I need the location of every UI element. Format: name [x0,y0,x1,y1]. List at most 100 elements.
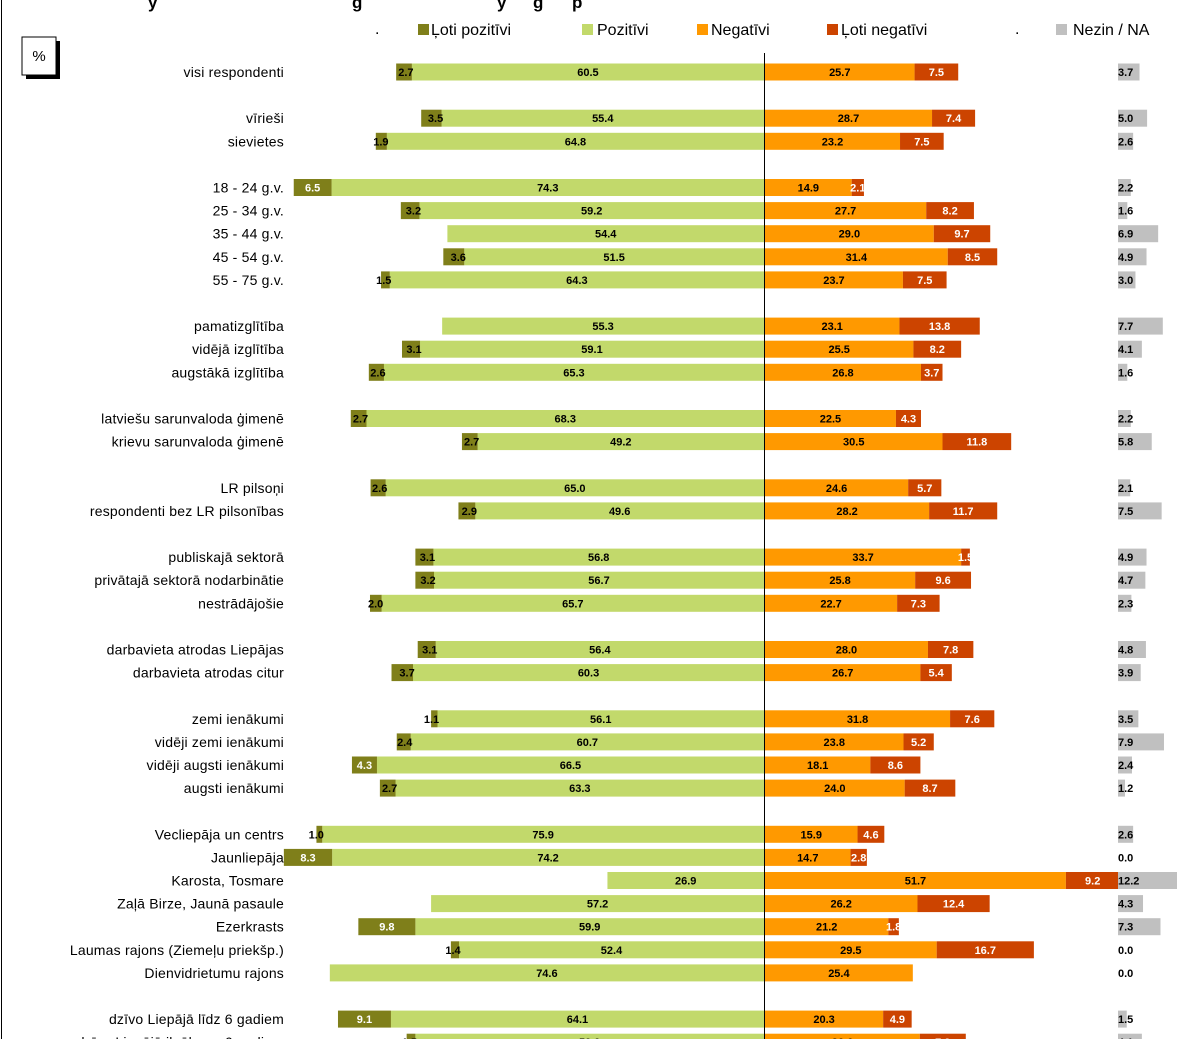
value-label-very-positive: 6.5 [305,183,320,195]
value-label-very-negative: 7.5 [914,136,929,148]
value-label-positive: 59.9 [579,1037,600,1039]
category-label: Ezerkrasts [216,919,284,935]
value-label-positive: 64.1 [567,1014,588,1026]
legend-swatch-very-negative [827,24,838,35]
value-label-very-positive: 1.5 [376,275,391,287]
bar-negative [765,1010,884,1028]
value-label-very-negative: 9.6 [935,575,950,587]
category-label: augsti ienākumi [184,780,284,796]
bar-na [1118,479,1131,497]
value-label-very-positive: 3.1 [406,344,421,356]
bar-negative [765,317,900,335]
value-label-very-negative: 7.8 [943,645,958,657]
value-label-na: 2.6 [1118,136,1133,148]
value-label-very-negative: 1.5 [958,552,973,564]
bar-na [1118,109,1148,127]
bar-positive [420,340,764,358]
value-label-negative: 25.8 [829,575,850,587]
category-label: nestrādājošie [198,595,284,611]
bar-negative [765,433,943,451]
value-label-very-positive: 9.1 [357,1014,372,1026]
title-fragment-4: g [533,0,543,12]
bar-na [1118,63,1140,81]
value-label-very-negative: 7.3 [911,598,926,610]
category-label: latviešu sarunvaloda ģimenē [101,411,284,427]
value-label-na: 2.3 [1118,598,1133,610]
bar-na [1118,132,1134,150]
value-label-na: 4.1 [1118,1037,1133,1039]
value-label-very-positive: 1.4 [445,945,461,957]
value-label-very-positive: 4.3 [357,760,372,772]
value-label-very-positive: 2.9 [462,506,477,518]
category-label: vīrieši [246,110,284,126]
bar-na [1118,502,1162,520]
value-label-very-negative: 4.9 [890,1014,905,1026]
value-label-very-positive: 3.6 [451,252,466,264]
bar-very-negative [927,641,974,658]
table-row: krievu sarunvaloda ģimenē 49.2 2.7 30.5 11.8… [112,433,1152,451]
category-label: darbavieta atrodas Liepājas [107,642,284,658]
bar-positive [410,733,764,751]
bar-very-negative [947,248,998,266]
bar-very-negative [895,410,921,427]
value-label-very-positive: 3.2 [406,206,421,218]
value-label-very-negative: 7.5 [917,275,932,287]
table-row: respondenti bez LR pilsonības 49.6 2.9 28.2… [90,502,1162,520]
table-row: nestrādājošie 65.7 2.0 22.7 7.3 2.3 [198,594,1133,612]
bar-positive [459,941,764,959]
bar-negative [765,941,937,959]
bar-na [1118,248,1147,266]
bar-very-negative [932,109,976,127]
bar-very-negative [920,363,943,381]
category-label: Vecliepāja un centrs [155,826,284,842]
category-label: krievu sarunvaloda ģimenē [112,434,284,450]
bar-na [1118,363,1128,381]
value-label-positive: 55.4 [592,113,614,125]
value-label-very-positive: 2.7 [464,437,479,449]
bar-na [1118,340,1142,358]
value-label-very-negative: 4.3 [901,414,916,426]
table-row: dzīvo Liepājā līdz 6 gadiem 64.1 9.1 20.3 4.… [109,1010,1133,1028]
bar-negative [765,964,913,982]
value-label-very-positive: 2.7 [398,67,413,79]
bar-positive [442,317,764,335]
bar-positive [434,571,764,589]
category-label: LR pilsoņi [221,480,284,496]
value-label-na: 0.0 [1118,968,1133,980]
value-label-positive: 68.3 [555,414,576,426]
bar-positive [329,964,764,982]
bar-positive [390,1010,764,1028]
bar-negative [765,733,904,751]
bar-positive [385,479,764,497]
title-fragment-3: y [497,0,507,12]
value-label-very-negative: 5.4 [928,668,944,680]
title-fragment-5: p [572,0,582,12]
table-row: dzīvo Liepājā ilgāk par 6 gadiem 59.9 1.5 2… [77,1033,1142,1039]
value-label-na: 4.9 [1118,552,1133,564]
value-label-positive: 57.2 [587,899,608,911]
bar-very-negative [961,548,970,566]
bar-very-negative [902,271,947,289]
value-label-na: 2.4 [1118,760,1134,772]
bar-very-positive [381,271,390,289]
value-label-very-negative: 12.4 [943,899,965,911]
bar-na [1118,202,1128,220]
bar-negative [765,641,928,658]
bar-very-positive [458,502,476,520]
bar-positive [386,132,764,150]
bar-na [1118,317,1163,335]
chart-rows: visi respondenti 60.5 2.7 25.7 7.5 3.7 vīrieši… [70,63,1177,1039]
table-row: augsti ienākumi 63.3 2.7 24.0 8.7 1.2 [184,779,1133,797]
bar-negative [765,225,934,243]
chart-title: y g y g p [148,0,582,12]
value-label-na: 1.6 [1118,367,1133,379]
bar-na [1118,872,1177,889]
value-label-very-positive: 2.4 [397,737,413,749]
title-fragment: y [148,0,158,12]
table-row: augstākā izglītība 65.3 2.6 26.8 3.7 1.6 [171,363,1133,381]
bar-very-negative [929,502,998,520]
category-label: sievietes [228,133,284,149]
bar-very-negative [913,340,962,358]
value-label-negative: 22.7 [820,598,841,610]
value-label-na: 2.2 [1118,183,1133,195]
